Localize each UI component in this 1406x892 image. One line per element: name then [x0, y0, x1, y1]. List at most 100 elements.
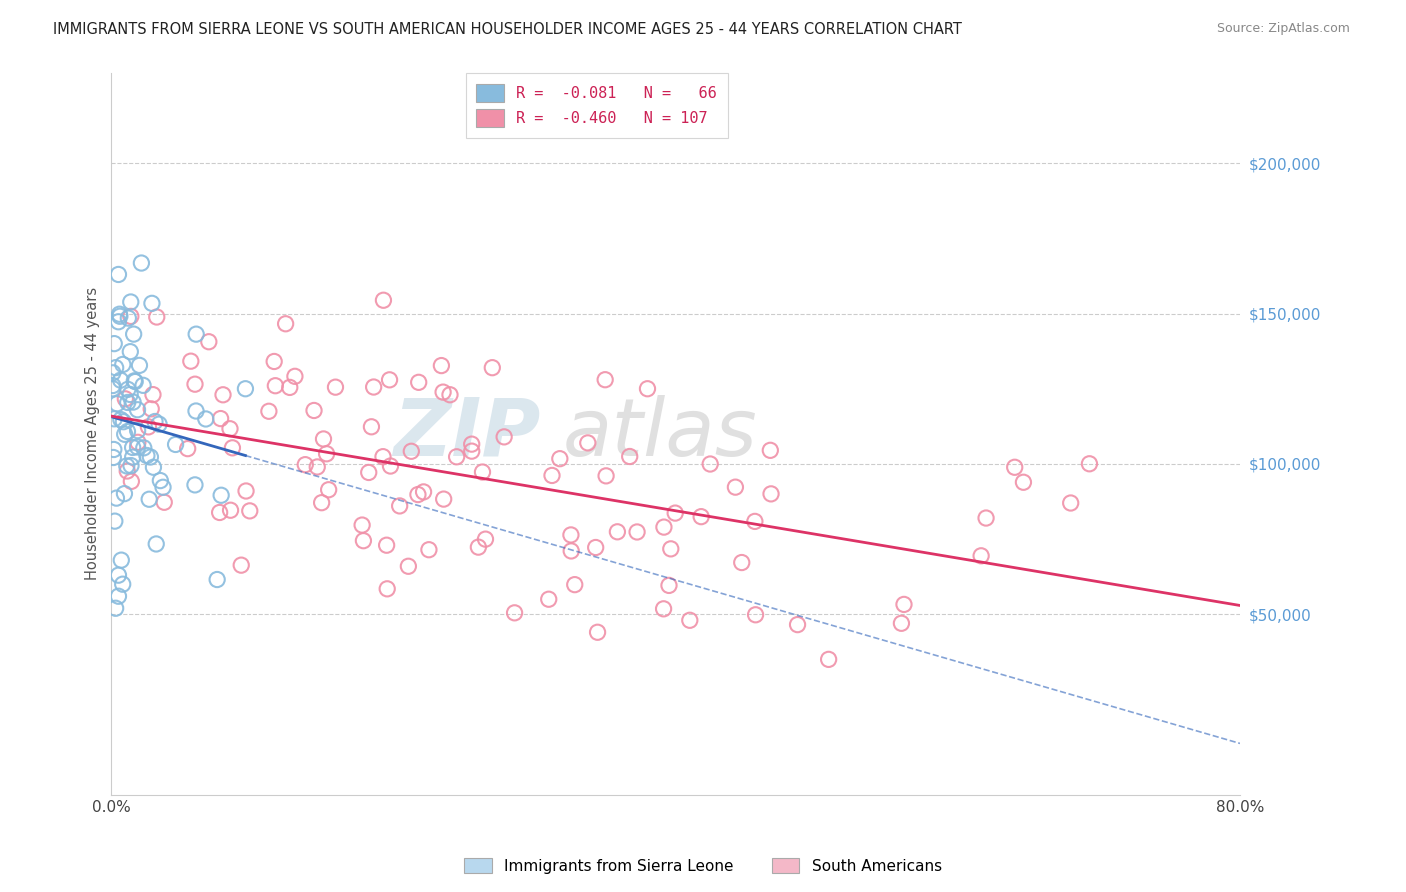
Point	[209, 488, 232, 502]
Point	[176, 442, 198, 456]
Point	[141, 296, 163, 310]
Point	[107, 268, 129, 282]
Point	[430, 359, 453, 373]
Point	[274, 317, 297, 331]
Point	[219, 422, 242, 436]
Point	[564, 577, 586, 591]
Point	[724, 480, 747, 494]
Point	[107, 315, 129, 329]
Point	[209, 411, 232, 425]
Point	[132, 378, 155, 392]
Point	[212, 388, 235, 402]
Point	[120, 295, 142, 310]
Point	[107, 589, 129, 603]
Point	[231, 558, 253, 573]
Point	[371, 450, 394, 464]
Point	[103, 450, 125, 465]
Point	[103, 336, 125, 351]
Text: ZIP: ZIP	[392, 395, 540, 473]
Point	[120, 344, 142, 359]
Point	[593, 373, 616, 387]
Point	[153, 495, 176, 509]
Point	[205, 573, 228, 587]
Point	[352, 533, 374, 548]
Point	[127, 440, 149, 454]
Point	[184, 478, 207, 492]
Point	[124, 374, 146, 388]
Point	[312, 432, 335, 446]
Point	[373, 293, 395, 308]
Point	[127, 402, 149, 417]
Point	[108, 310, 131, 324]
Point	[122, 327, 145, 342]
Point	[142, 387, 165, 401]
Point	[110, 553, 132, 567]
Point	[121, 450, 143, 465]
Point	[165, 437, 187, 451]
Point	[121, 441, 143, 455]
Point	[101, 382, 124, 396]
Point	[375, 538, 398, 552]
Point	[135, 449, 157, 463]
Point	[652, 602, 675, 616]
Point	[1060, 496, 1083, 510]
Point	[111, 358, 134, 372]
Point	[117, 311, 139, 326]
Point	[104, 360, 127, 375]
Point	[114, 392, 136, 406]
Point	[1004, 460, 1026, 475]
Point	[352, 518, 374, 533]
Point	[235, 382, 257, 396]
Point	[325, 380, 347, 394]
Point	[481, 360, 503, 375]
Y-axis label: Householder Income Ages 25 - 44 years: Householder Income Ages 25 - 44 years	[86, 287, 100, 581]
Point	[120, 475, 142, 489]
Point	[560, 528, 582, 542]
Point	[731, 556, 754, 570]
Point	[690, 509, 713, 524]
Text: Source: ZipAtlas.com: Source: ZipAtlas.com	[1216, 22, 1350, 36]
Point	[817, 652, 839, 666]
Point	[108, 307, 131, 321]
Point	[148, 417, 170, 432]
Point	[1012, 475, 1035, 490]
Point	[974, 511, 997, 525]
Point	[460, 437, 482, 451]
Point	[786, 617, 808, 632]
Point	[461, 444, 484, 458]
Point	[637, 382, 659, 396]
Point	[439, 388, 461, 402]
Point	[548, 451, 571, 466]
Point	[208, 506, 231, 520]
Point	[142, 460, 165, 475]
Point	[699, 457, 721, 471]
Point	[302, 403, 325, 417]
Point	[115, 464, 138, 478]
Point	[503, 606, 526, 620]
Point	[127, 435, 149, 450]
Point	[619, 450, 641, 464]
Point	[471, 465, 494, 479]
Point	[104, 514, 127, 528]
Point	[626, 524, 648, 539]
Point	[198, 334, 221, 349]
Point	[114, 486, 136, 500]
Point	[120, 310, 142, 324]
Point	[541, 468, 564, 483]
Point	[606, 524, 628, 539]
Point	[114, 427, 136, 442]
Point	[184, 404, 207, 418]
Point	[375, 582, 398, 596]
Point	[219, 503, 242, 517]
Point	[380, 458, 402, 473]
Point	[494, 430, 516, 444]
Point	[890, 616, 912, 631]
Point	[388, 499, 411, 513]
Point	[595, 468, 617, 483]
Point	[744, 607, 766, 622]
Point	[127, 424, 149, 438]
Point	[128, 359, 150, 373]
Point	[893, 598, 915, 612]
Legend: R =  -0.081   N =   66, R =  -0.460   N = 107: R = -0.081 N = 66, R = -0.460 N = 107	[465, 73, 728, 137]
Point	[759, 443, 782, 458]
